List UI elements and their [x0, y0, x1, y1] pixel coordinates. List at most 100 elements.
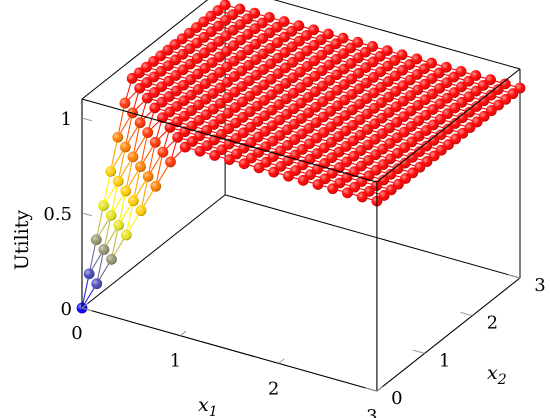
mesh-segment: [140, 176, 149, 211]
mesh-segment: [102, 171, 112, 206]
y-tick: [412, 349, 425, 354]
mesh-segment: [117, 102, 126, 138]
surface-point-shading: [142, 171, 154, 182]
surface-point-shading: [90, 234, 102, 246]
mesh-segment: [125, 200, 134, 236]
surface-point-shading: [312, 179, 324, 190]
y-tick-label: 3: [534, 275, 545, 296]
surface-point-shading: [283, 170, 294, 182]
surface-point-shading: [268, 166, 280, 178]
mesh-segment: [110, 225, 120, 260]
z-axis-title: Utility: [11, 210, 33, 271]
surface-point-shading: [253, 162, 265, 174]
x-tick-label: 0: [71, 323, 82, 344]
surface-point-shading: [119, 97, 131, 109]
surface-point-shading: [120, 229, 132, 241]
mesh-segment: [95, 205, 105, 240]
surface-point-shading: [224, 154, 235, 165]
x-tick-label: 1: [170, 351, 181, 372]
mesh-segment: [140, 132, 149, 167]
surface-point-shading: [135, 205, 147, 217]
y-axis-title: x2: [487, 362, 507, 388]
surface-point-shading: [149, 136, 161, 148]
surface-point-shading: [119, 141, 131, 153]
mesh-segment: [132, 122, 141, 157]
surface-point-shading: [135, 161, 146, 173]
surface-point-shading: [127, 151, 139, 163]
surface-point-shading: [83, 268, 95, 280]
surface-point-shading: [98, 200, 109, 211]
mesh-segment: [110, 137, 119, 172]
surface-point-shading: [165, 156, 176, 168]
mesh-segment: [103, 215, 112, 250]
surface-point-shading: [134, 82, 146, 94]
axis-labels: 0 1 2 3 0 1 2 3 0 0.5 1: [43, 109, 545, 418]
surface-point-shading: [127, 195, 139, 207]
back-top-edge-y: [81, 0, 209, 100]
surface-point-shading: [112, 131, 124, 143]
x-tick: [179, 330, 187, 337]
z-tick-label: 0: [61, 299, 72, 320]
front-top-edge-x: [81, 98, 378, 183]
mesh-segment: [132, 166, 142, 201]
surface-markers: [76, 0, 526, 314]
surface-point-shading: [98, 244, 110, 255]
surface-point-shading: [120, 185, 132, 197]
x-tick-label: 3: [366, 406, 377, 418]
x-tick: [376, 386, 383, 392]
surface-point-shading: [209, 149, 221, 161]
y-tick: [364, 387, 378, 392]
surface-point-shading: [141, 92, 153, 104]
y-tick: [508, 274, 521, 279]
mesh-segment: [117, 146, 126, 182]
surface-point-shading: [150, 180, 162, 192]
surface-point-shading: [238, 158, 250, 170]
mesh-segment: [81, 273, 90, 309]
z-tick: [81, 307, 92, 312]
surface-point-shading: [342, 187, 353, 199]
axis-ticks: [81, 117, 521, 392]
y-tick-label: 0: [391, 388, 402, 409]
axis-box-front: [81, 68, 521, 392]
surface-point-shading: [356, 191, 368, 203]
surface-point-shading: [297, 174, 309, 186]
front-floor-edge-y: [376, 277, 521, 392]
surface-point-shading: [142, 127, 154, 138]
x-tick: [278, 358, 285, 364]
surface-point-shading: [105, 165, 117, 177]
x-axis-title: x1: [198, 394, 218, 418]
y-tick: [460, 311, 473, 317]
x-tick-label: 2: [268, 378, 279, 399]
front-floor-edge-x: [81, 307, 378, 392]
back-top-edge-x: [273, 0, 521, 70]
surface-point-shading: [134, 117, 146, 129]
back-floor-edge-y: [81, 194, 226, 309]
z-tick-label: 0.5: [43, 204, 72, 225]
mesh-segment: [118, 190, 127, 226]
surface-point-shading: [91, 278, 103, 290]
surface-point-shading: [172, 131, 184, 143]
surface-point-shading: [106, 253, 117, 265]
mesh-segment: [125, 156, 134, 192]
surface-point-shading: [157, 146, 169, 158]
surface-point-shading: [105, 209, 117, 221]
z-tick: [81, 117, 92, 122]
back-floor-edge-x: [224, 194, 521, 279]
surface-point-shading: [179, 141, 191, 153]
z-tick: [81, 212, 92, 217]
mesh-segment: [110, 181, 119, 216]
mesh-segment: [155, 152, 164, 187]
mesh-segment: [124, 112, 134, 148]
surface-point-shading: [149, 102, 161, 114]
z-tick-label: 1: [61, 109, 72, 130]
y-tick-label: 2: [487, 313, 498, 334]
front-top-edge-y: [376, 68, 521, 183]
surface-point-shading: [112, 175, 124, 187]
surface-point-shading: [126, 73, 138, 84]
surface-point-shading: [327, 183, 339, 195]
surface-point-shading: [113, 219, 125, 231]
mesh-segment: [147, 142, 156, 177]
axis-box-back: [81, 0, 521, 309]
mesh-segment: [96, 249, 105, 284]
